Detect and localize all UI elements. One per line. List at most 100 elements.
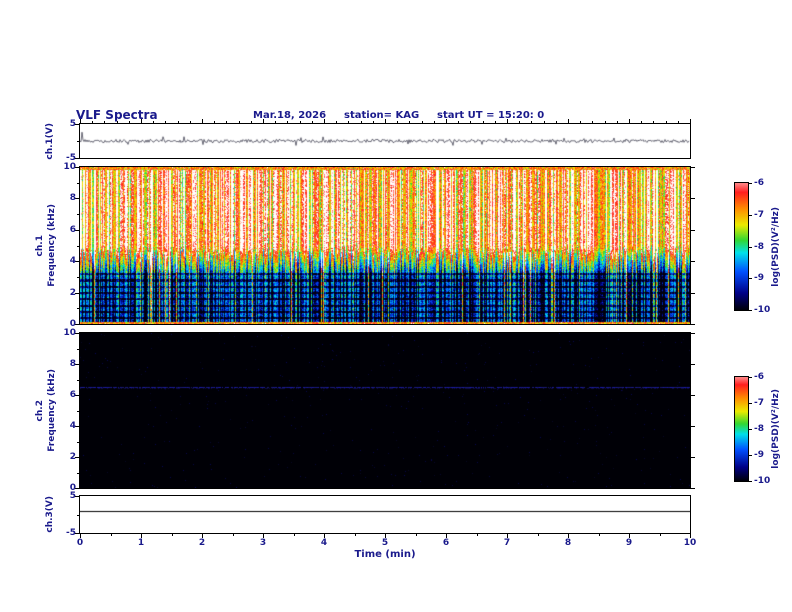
x-minor-tick-top	[104, 121, 106, 123]
x-minor-tick-top	[604, 121, 606, 123]
freq-minor-tick	[77, 245, 79, 247]
x-major-tick-top	[141, 119, 142, 123]
freq-tick-label: 10	[63, 328, 76, 338]
x-minor-tick	[476, 534, 478, 536]
x-minor-tick-top	[494, 121, 496, 123]
colorbar-tick	[749, 429, 752, 430]
freq-tick-label: 0	[69, 483, 76, 493]
freq-minor-tick	[77, 182, 79, 184]
x-minor-tick-top	[653, 121, 655, 123]
x-minor-tick-top	[580, 121, 582, 123]
x-major-tick-top	[80, 119, 81, 123]
x-tick-label: 9	[625, 538, 633, 548]
ch1-spec-ylabel: Frequency (kHz)	[46, 167, 58, 324]
volt-max-label: 5	[69, 491, 76, 501]
freq-minor-tick	[77, 276, 79, 278]
freq-tick-label: 10	[63, 162, 76, 172]
colorbar-tick-label: -9	[754, 450, 764, 460]
volt-tick	[75, 124, 79, 125]
colorbar-tick	[749, 455, 752, 456]
x-minor-tick	[171, 534, 173, 536]
x-minor-tick-top	[177, 121, 179, 123]
ch2-spectrogram-panel	[79, 332, 691, 489]
freq-major-tick-right	[691, 229, 695, 231]
x-minor-tick-top	[189, 121, 191, 123]
x-minor-tick	[354, 534, 356, 536]
start-ut-label: start UT = 15:20: 0	[437, 110, 545, 121]
colorbar-tick-label: -10	[754, 476, 771, 486]
colorbar-tick	[749, 214, 752, 216]
x-major-tick-top	[629, 119, 630, 123]
date-label: Mar.18, 2026	[253, 110, 327, 121]
ch2-spec-channel-label: ch.2	[34, 333, 46, 488]
colorbar-tick-label: -9	[754, 273, 764, 284]
station-label: station= KAG	[344, 110, 420, 121]
x-minor-tick-top	[153, 121, 155, 123]
ch2-spec-ylabel: Frequency (kHz)	[46, 333, 58, 488]
freq-major-tick-right	[691, 488, 695, 489]
colorbar-ch1	[734, 182, 749, 311]
freq-major-tick	[75, 364, 79, 365]
x-minor-tick-top	[226, 121, 228, 123]
ch3-waveform-canvas	[80, 496, 690, 533]
freq-minor-tick	[77, 348, 79, 350]
x-minor-tick	[232, 534, 234, 536]
colorbar-ch2-canvas	[735, 377, 748, 481]
x-minor-tick-top	[458, 121, 460, 123]
freq-major-tick	[75, 488, 79, 489]
freq-tick-label: 2	[69, 287, 76, 298]
freq-minor-tick	[77, 472, 79, 474]
freq-major-tick	[75, 292, 79, 294]
x-major-tick	[690, 534, 691, 538]
x-minor-tick	[598, 534, 600, 536]
x-major-tick	[568, 534, 569, 538]
x-major-tick-top	[507, 119, 508, 123]
ch1-waveform-panel	[79, 123, 691, 159]
x-minor-tick-top	[250, 121, 252, 123]
freq-major-tick	[75, 167, 79, 168]
x-minor-tick-top	[409, 121, 411, 123]
colorbar-tick	[749, 278, 752, 280]
freq-major-tick-right	[691, 457, 695, 458]
x-tick-label: 4	[320, 538, 328, 548]
volt-min-label: -5	[66, 153, 76, 163]
x-tick-label: 5	[381, 538, 389, 548]
colorbar-tick-label: -8	[754, 241, 764, 252]
freq-tick-label: 8	[69, 359, 76, 369]
ch1-spectrogram-panel	[79, 166, 691, 325]
freq-major-tick-right	[691, 198, 695, 200]
x-minor-tick-top	[641, 121, 643, 123]
volt-tick	[75, 158, 79, 159]
colorbar-tick-label: -6	[754, 178, 764, 188]
x-minor-tick	[293, 534, 295, 536]
x-major-tick	[141, 534, 142, 538]
x-minor-tick	[110, 534, 112, 536]
x-major-tick	[446, 534, 447, 538]
x-major-tick	[507, 534, 508, 538]
ch1-spec-ylabel-text: Frequency (kHz)	[47, 204, 57, 287]
x-minor-tick-top	[214, 121, 216, 123]
freq-minor-tick	[77, 379, 79, 381]
x-minor-tick-top	[433, 121, 435, 123]
freq-major-tick-right	[691, 324, 695, 325]
x-minor-tick	[415, 534, 417, 536]
x-major-tick-top	[690, 119, 691, 123]
x-major-tick	[385, 534, 386, 538]
x-minor-tick-top	[275, 121, 277, 123]
freq-major-tick	[75, 426, 79, 427]
ch1-spec-channel-label: ch.1	[34, 167, 46, 324]
freq-major-tick	[75, 457, 79, 458]
x-minor-tick-top	[519, 121, 521, 123]
x-minor-tick-top	[287, 121, 289, 123]
ch1-spec-channel-text: ch.1	[35, 234, 45, 257]
x-tick-label: 2	[198, 538, 206, 548]
x-minor-tick-top	[311, 121, 313, 123]
x-tick-label: 8	[564, 538, 572, 548]
x-minor-tick-top	[531, 121, 533, 123]
volt-minor-tick	[77, 141, 79, 142]
x-major-tick-top	[263, 119, 264, 123]
colorbar-tick-label: -6	[754, 372, 764, 382]
x-minor-tick	[537, 534, 539, 536]
x-minor-tick-top	[543, 121, 545, 123]
freq-tick-label: 8	[69, 193, 76, 204]
